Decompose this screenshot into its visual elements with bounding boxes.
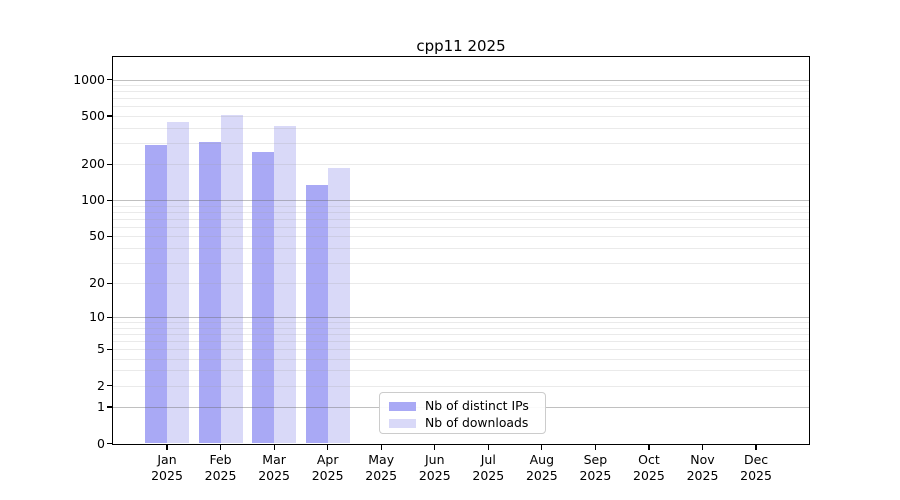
bar-downloads-mar [274, 126, 297, 444]
gridline-minor-200 [113, 164, 810, 166]
x-tick-mark-aug [541, 445, 543, 450]
bar-distinct-ips-feb [198, 141, 221, 444]
legend-item-distinct-ips: Nb of distinct IPs [389, 398, 536, 414]
y-tick-label-20: 20 [89, 275, 105, 291]
y-tick-mark-20 [106, 282, 113, 284]
x-tick-label-feb: Feb 2025 [204, 452, 237, 483]
gridline-minor-8 [113, 327, 810, 329]
gridline-minor-500 [113, 116, 810, 117]
x-tick-label-aug: Aug 2025 [525, 452, 558, 483]
x-tick-label-apr: Apr 2025 [311, 452, 344, 483]
legend-label-downloads: Nb of downloads [425, 415, 529, 430]
gridline-minor-50 [113, 236, 810, 238]
gridline-minor-90 [113, 205, 810, 207]
gridline-minor-3 [113, 370, 810, 372]
bar-downloads-jan [167, 122, 189, 444]
x-tick-mark-apr [327, 445, 329, 450]
gridline-minor-20 [113, 283, 810, 285]
x-tick-mark-mar [273, 445, 275, 450]
y-tick-mark-5 [106, 348, 113, 350]
gridline-minor-300 [113, 142, 810, 144]
legend-item-downloads: Nb of downloads [389, 415, 536, 431]
x-tick-mark-oct [648, 445, 650, 450]
y-tick-mark-2 [106, 385, 113, 387]
legend-swatch-downloads [389, 418, 416, 428]
x-tick-label-jul: Jul 2025 [472, 452, 505, 483]
y-tick-label-2: 2 [97, 377, 105, 393]
chart-title: cpp11 2025 [416, 37, 506, 55]
gridline-minor-400 [113, 127, 810, 129]
gridline-major-10 [113, 317, 810, 319]
y-tick-mark-200 [106, 163, 113, 165]
x-tick-label-oct: Oct 2025 [633, 452, 665, 483]
x-tick-label-jun: Jun 2025 [418, 452, 451, 483]
y-tick-label-50: 50 [89, 228, 105, 244]
gridline-minor-2 [113, 385, 810, 387]
gridline-minor-60 [113, 226, 810, 228]
y-tick-mark-50 [106, 235, 113, 237]
y-tick-label-10: 10 [89, 309, 105, 325]
legend-label-distinct-ips: Nb of distinct IPs [425, 398, 529, 413]
y-tick-mark-500 [106, 115, 113, 117]
y-tick-label-200: 200 [81, 156, 105, 172]
gridline-minor-9 [113, 322, 810, 324]
x-tick-mark-jan [166, 445, 168, 450]
x-tick-mark-jul [487, 445, 489, 450]
y-tick-mark-100 [106, 199, 113, 201]
x-tick-label-may: May 2025 [365, 452, 398, 483]
gridline-minor-7 [113, 333, 810, 335]
x-tick-mark-dec [755, 445, 757, 450]
gridline-minor-30 [113, 262, 810, 264]
legend-swatch-distinct-ips [389, 401, 416, 411]
x-tick-mark-may [380, 445, 382, 450]
x-tick-mark-nov [701, 445, 704, 450]
x-tick-label-mar: Mar 2025 [258, 452, 290, 483]
bar-distinct-ips-mar [252, 152, 275, 444]
y-tick-label-5: 5 [97, 341, 105, 357]
bar-distinct-ips-jan [145, 144, 167, 444]
bar-downloads-apr [327, 168, 350, 444]
gridline-major-1000 [113, 79, 810, 81]
gridline-minor-5 [113, 349, 810, 351]
bar-distinct-ips-apr [305, 184, 328, 444]
gridline-minor-800 [113, 91, 810, 93]
x-tick-label-dec: Dec 2025 [740, 452, 772, 483]
gridline-major-100 [113, 200, 810, 202]
gridline-minor-80 [113, 212, 810, 213]
x-tick-label-jan: Jan 2025 [151, 452, 183, 483]
x-tick-label-nov: Nov 2025 [686, 452, 719, 483]
gridline-minor-700 [113, 98, 810, 100]
y-tick-label-500: 500 [81, 108, 105, 123]
gridline-minor-40 [113, 247, 810, 249]
y-tick-label-100: 100 [81, 192, 105, 208]
x-tick-mark-feb [219, 445, 222, 450]
legend: Nb of distinct IPs Nb of downloads [379, 392, 546, 434]
gridline-minor-70 [113, 218, 810, 220]
y-tick-mark-1000 [106, 78, 113, 81]
gridline-minor-900 [113, 85, 810, 87]
y-tick-label-1000: 1000 [73, 71, 105, 87]
x-tick-mark-sep [594, 445, 596, 450]
y-tick-mark-0 [106, 442, 113, 445]
y-tick-mark-1 [106, 406, 113, 408]
y-tick-label-1: 1 [97, 398, 105, 414]
y-tick-label-0: 0 [97, 435, 105, 451]
y-tick-mark-10 [106, 316, 113, 318]
gridline-minor-6 [113, 340, 810, 342]
bar-downloads-feb [220, 115, 243, 444]
x-tick-mark-jun [434, 445, 436, 450]
gridline-minor-600 [113, 106, 810, 108]
x-tick-label-sep: Sep 2025 [579, 452, 612, 483]
gridline-minor-4 [113, 358, 810, 360]
